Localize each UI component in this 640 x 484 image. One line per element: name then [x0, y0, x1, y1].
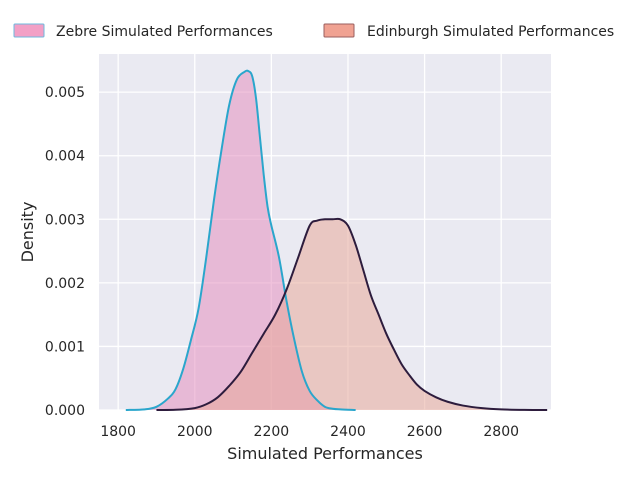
x-tick-label: 1800 [100, 424, 136, 440]
density-line-edinburgh [156, 217, 548, 412]
legend-patch-zebre [13, 23, 45, 38]
y-tick-label: 0.001 [45, 339, 85, 355]
x-tick-label: 2000 [177, 424, 213, 440]
y-tick-label: 0.003 [45, 212, 85, 228]
x-tick-label: 2400 [330, 424, 366, 440]
legend-patch-edinburgh [323, 23, 355, 38]
series-layer [125, 69, 548, 412]
legend-label-zebre: Zebre Simulated Performances [56, 24, 273, 40]
x-tick-label: 2800 [483, 424, 519, 440]
y-axis-title: Density [18, 202, 37, 263]
x-tick-label: 2600 [407, 424, 443, 440]
x-tick-label: 2200 [254, 424, 290, 440]
x-axis-title: Simulated Performances [227, 444, 423, 463]
y-tick-label: 0.005 [45, 85, 85, 101]
y-tick-label: 0.000 [45, 403, 85, 419]
legend-label-edinburgh: Edinburgh Simulated Performances [367, 24, 614, 40]
y-tick-label: 0.002 [45, 276, 85, 292]
density-area-edinburgh [156, 218, 548, 411]
y-tick-label: 0.004 [45, 149, 85, 165]
density-line-zebre [125, 69, 356, 411]
legend: Zebre Simulated Performances Edinburgh S… [13, 23, 614, 40]
tick-labels: 1800 2000 2200 2400 2600 2800 0.000 0.001 0.002 0… [45, 85, 519, 440]
density-area-zebre [125, 70, 356, 411]
